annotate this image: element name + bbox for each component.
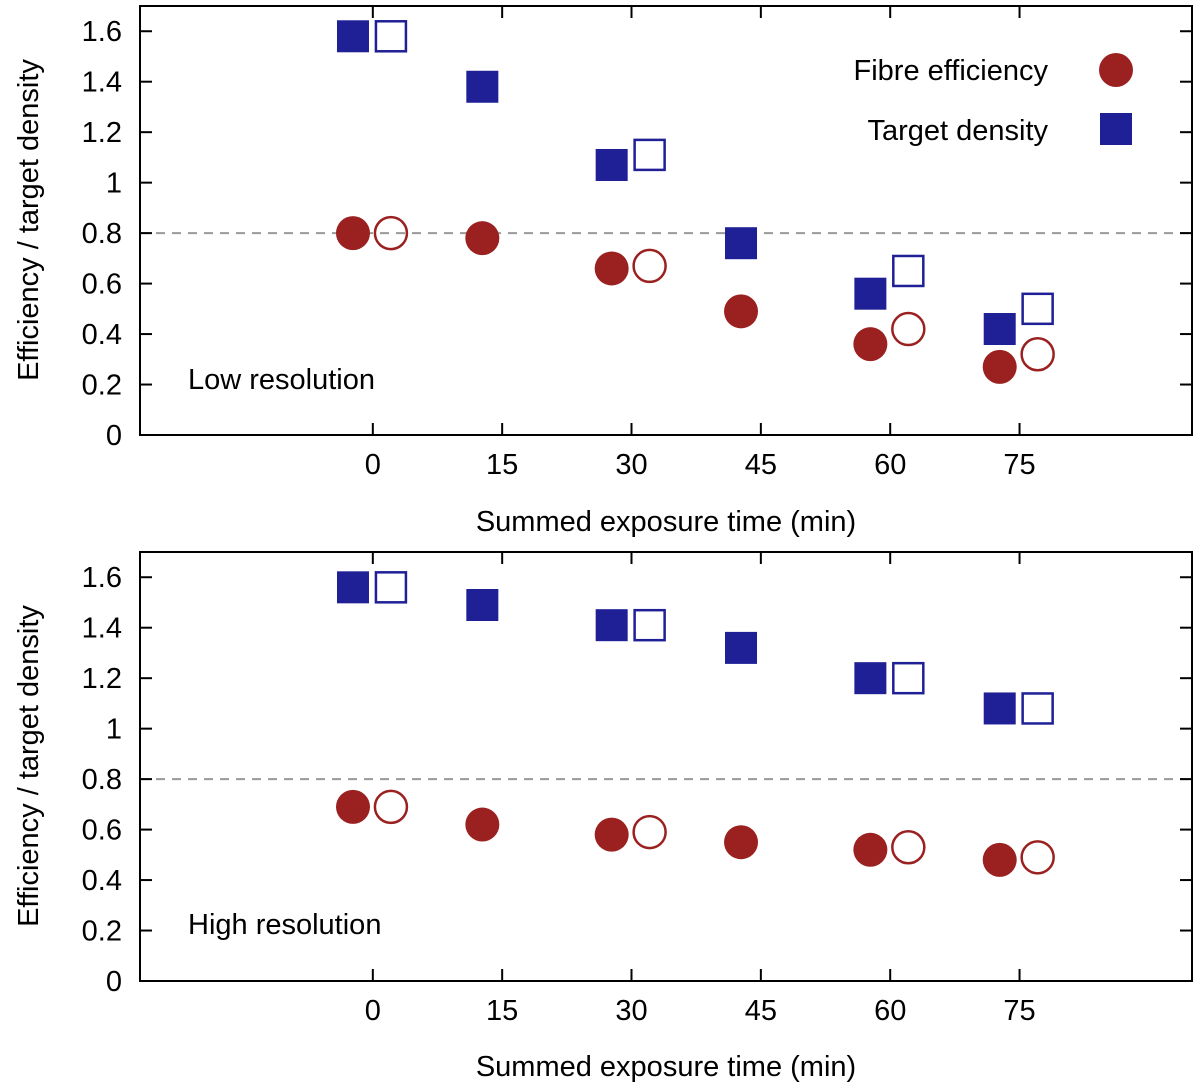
- y-axis-title: Efficiency / target density: [13, 59, 45, 381]
- y-tick-label: 0.8: [82, 764, 122, 796]
- efficiency-point: [465, 221, 500, 256]
- y-tick-label: 0: [106, 420, 122, 452]
- x-tick-label: 15: [486, 995, 518, 1027]
- density-point: [466, 70, 499, 103]
- y-tick-label: 1.6: [82, 562, 122, 594]
- x-tick-label: 60: [874, 449, 906, 481]
- y-tick-label: 0.2: [82, 916, 122, 948]
- density-point: [983, 313, 1016, 346]
- density-point: [595, 609, 628, 642]
- x-axis-title: Summed exposure time (min): [476, 1051, 856, 1083]
- efficiency-point: [724, 825, 759, 860]
- efficiency-point: [853, 832, 888, 867]
- y-tick-label: 0.8: [82, 218, 122, 250]
- x-tick-label: 45: [745, 995, 777, 1027]
- density-point: [854, 662, 887, 695]
- x-tick-label: 60: [874, 995, 906, 1027]
- efficiency-open-point: [891, 311, 926, 347]
- efficiency-open-point: [373, 215, 409, 251]
- efficiency-point: [724, 294, 759, 329]
- efficiency-point: [594, 251, 629, 286]
- y-tick-label: 0.6: [82, 815, 122, 847]
- x-axis-title: Summed exposure time (min): [476, 506, 856, 538]
- y-tick-label: 1: [106, 168, 122, 200]
- x-tick-label: 45: [745, 449, 777, 481]
- density-point: [725, 631, 758, 664]
- plot-frame: [139, 5, 1193, 436]
- efficiency-point: [335, 216, 370, 251]
- efficiency-open-point: [1020, 840, 1055, 875]
- density-open-point: [892, 254, 925, 288]
- y-tick-label: 1: [106, 714, 122, 746]
- density-open-point: [633, 138, 666, 172]
- efficiency-point: [982, 349, 1017, 384]
- panel-low-resolution: 0 0.2 0.4 0.6 0.8 1 1.2 1.4 1.6 0 15 30 45 60 75 Low …: [13, 5, 1193, 538]
- density-point: [854, 277, 887, 310]
- x-tick-label: 0: [365, 449, 381, 481]
- x-tick-label: 30: [615, 449, 647, 481]
- density-open-point: [1021, 692, 1054, 725]
- legend-label-target-density: Target density: [867, 115, 1048, 147]
- panel-high-resolution: 0 0.2 0.4 0.6 0.8 1 1.2 1.4 1.6 0 15 30 45 60 75 High…: [13, 551, 1193, 1083]
- density-point: [336, 20, 369, 53]
- legend: Fibre efficiency Target density: [854, 53, 1133, 147]
- efficiency-point: [853, 327, 888, 362]
- efficiency-point: [335, 789, 370, 824]
- legend-square-marker: [1100, 113, 1132, 145]
- density-point: [595, 148, 628, 181]
- efficiency-open-point: [891, 830, 926, 865]
- x-tick-label: 75: [1003, 995, 1035, 1027]
- density-open-point: [1021, 292, 1054, 326]
- efficiency-open-point: [632, 814, 667, 850]
- legend-circle-marker: [1099, 53, 1133, 87]
- efficiency-open-point: [373, 789, 409, 825]
- density-point: [983, 692, 1016, 725]
- y-tick-label: 0: [106, 966, 122, 998]
- plot-frame: [139, 551, 1193, 982]
- density-point: [336, 571, 369, 604]
- y-axis-title: Efficiency / target density: [13, 605, 45, 927]
- y-tick-label: 1.4: [82, 67, 122, 99]
- density-open-point: [633, 608, 666, 642]
- efficiency-open-point: [632, 248, 667, 284]
- y-tick-label: 0.2: [82, 370, 122, 402]
- x-tick-label: 30: [615, 995, 647, 1027]
- y-tick-label: 0.6: [82, 269, 122, 301]
- efficiency-point: [982, 842, 1017, 877]
- efficiency-point: [594, 817, 629, 852]
- density-point: [725, 227, 758, 260]
- x-tick-label: 75: [1003, 449, 1035, 481]
- density-open-point: [374, 571, 408, 604]
- density-point: [466, 588, 499, 621]
- density-open-point: [374, 20, 408, 53]
- x-tick-label: 0: [365, 995, 381, 1027]
- efficiency-open-point: [1020, 336, 1055, 372]
- efficiency-point: [465, 807, 500, 842]
- y-tick-label: 0.4: [82, 319, 122, 351]
- legend-label-fibre-efficiency: Fibre efficiency: [854, 55, 1049, 87]
- y-tick-label: 1.6: [82, 16, 122, 48]
- y-tick-label: 0.4: [82, 865, 122, 897]
- panel-label: Low resolution: [188, 364, 375, 396]
- panel-label: High resolution: [188, 909, 381, 941]
- density-open-point: [892, 661, 925, 695]
- y-tick-label: 1.4: [82, 613, 122, 645]
- x-tick-label: 15: [486, 449, 518, 481]
- y-tick-label: 1.2: [82, 663, 122, 695]
- y-tick-label: 1.2: [82, 117, 122, 149]
